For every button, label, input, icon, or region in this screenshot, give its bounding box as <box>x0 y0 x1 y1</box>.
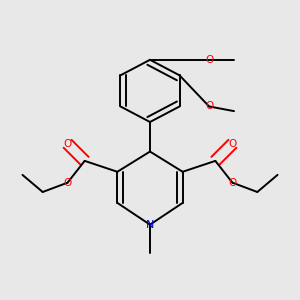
Text: O: O <box>228 178 237 188</box>
Text: O: O <box>205 55 213 65</box>
Text: O: O <box>63 178 72 188</box>
Text: O: O <box>228 139 237 149</box>
Text: O: O <box>205 101 213 112</box>
Text: N: N <box>146 220 154 230</box>
Text: O: O <box>63 139 72 149</box>
